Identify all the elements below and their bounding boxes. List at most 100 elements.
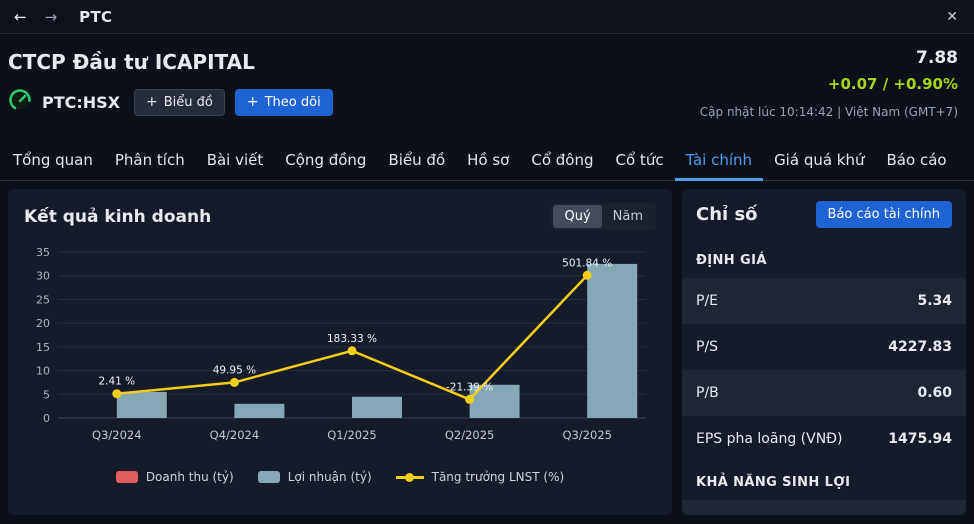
x-axis-label: Q3/2024 — [92, 428, 142, 442]
line-data-label: -21.39 % — [446, 381, 493, 393]
indicators-body: ĐỊNH GIÁ P/E 5.34 P/S 4227.83 P/B 0.60 EPS pha … — [682, 240, 966, 515]
section-dinh-gia: ĐỊNH GIÁ — [696, 252, 767, 268]
legend-swatch-icon — [115, 471, 138, 483]
legend-doanh-thu-ty[interactable]: Doanh thu (tỷ) — [115, 470, 234, 484]
x-axis-label: Q4/2024 — [210, 428, 260, 442]
tab-cong-dong[interactable]: Cộng đồng — [285, 151, 367, 169]
legend-label: Tăng trưởng LNST (%) — [431, 470, 565, 484]
tab-bieu-do[interactable]: Biểu đồ — [388, 151, 446, 169]
tab-bao-cao[interactable]: Báo cáo — [886, 151, 947, 169]
bar-loi-nhuan-ty — [234, 403, 285, 418]
x-axis-label: Q1/2025 — [327, 428, 377, 442]
indicator-row-clipped — [682, 500, 966, 515]
follow-button[interactable]: + Theo dõi — [234, 88, 333, 116]
line-marker — [582, 270, 592, 280]
section-kha-nang-sinh-loi: KHẢ NĂNG SINH LỢI — [696, 474, 851, 490]
x-axis-label: Q2/2025 — [445, 428, 495, 442]
line-data-label: 183.33 % — [327, 333, 377, 345]
financial-report-button[interactable]: Báo cáo tài chính — [815, 201, 952, 228]
indicator-row-p-e: P/E 5.34 — [682, 278, 966, 324]
follow-button-label: Theo dõi — [264, 94, 321, 110]
period-toggle: Quý Năm — [551, 203, 656, 230]
indicator-label: P/E — [696, 293, 719, 309]
back-icon[interactable]: ← — [14, 7, 27, 26]
line-data-label: 49.95 % — [213, 364, 256, 376]
chart-button[interactable]: + Biểu đồ — [134, 88, 225, 116]
svg-text:5: 5 — [43, 388, 50, 401]
svg-text:0: 0 — [43, 412, 50, 425]
line-data-label: 2.41 % — [98, 376, 135, 388]
toggle-quy[interactable]: Quý — [553, 205, 602, 228]
indicators-panel: Chỉ số Báo cáo tài chính ĐỊNH GIÁ P/E 5.34… — [682, 189, 966, 515]
indicators-head: Chỉ số Báo cáo tài chính — [682, 189, 966, 240]
tab-co-tuc[interactable]: Cổ tức — [615, 151, 664, 169]
tab-bai-viet[interactable]: Bài viết — [206, 151, 264, 169]
svg-text:30: 30 — [36, 270, 50, 283]
svg-text:15: 15 — [36, 341, 50, 354]
svg-text:25: 25 — [36, 293, 50, 306]
indicator-label: P/B — [696, 385, 719, 401]
bar-loi-nhuan-ty — [116, 391, 167, 418]
financial-report-button-label: Báo cáo tài chính — [827, 207, 940, 222]
tab-tong-quan[interactable]: Tổng quan — [13, 151, 93, 169]
x-axis-label: Q3/2025 — [562, 428, 612, 442]
stock-header: CTCP Đầu tư ICAPITAL PTC:HSX + Biểu đồ +… — [0, 34, 974, 143]
indicator-row-eps-pha-loang-vnd: EPS pha loãng (VNĐ) 1475.94 — [682, 416, 966, 462]
stock-header-left: CTCP Đầu tư ICAPITAL PTC:HSX + Biểu đồ +… — [8, 46, 333, 119]
tab-ho-so[interactable]: Hồ sơ — [467, 151, 510, 169]
tab-phan-tich[interactable]: Phân tích — [114, 151, 185, 169]
window-title: PTC — [79, 7, 113, 26]
indicator-label: EPS pha loãng (VNĐ) — [696, 431, 843, 447]
line-marker — [112, 389, 122, 399]
toggle-nam[interactable]: Năm — [602, 205, 654, 228]
close-icon[interactable]: ✕ — [946, 8, 958, 25]
results-title: Kết quả kinh doanh — [24, 206, 212, 227]
indicator-label: P/S — [696, 339, 719, 355]
indicator-row-p-b: P/B 0.60 — [682, 370, 966, 416]
svg-text:10: 10 — [36, 365, 50, 378]
business-results-card: Kết quả kinh doanh Quý Năm 0 5 10 15 20 25 30 35… — [8, 189, 672, 515]
indicators-title: Chỉ số — [696, 204, 758, 225]
tab-gia-qua-khu[interactable]: Giá quá khứ — [774, 151, 865, 169]
update-time: Cập nhật lúc 10:14:42 | Việt Nam (GMT+7) — [699, 105, 958, 119]
stock-header-right: 7.88 +0.07 / +0.90% Cập nhật lúc 10:14:4… — [700, 46, 958, 119]
indicator-row-p-s: P/S 4227.83 — [682, 324, 966, 370]
tab-co-dong[interactable]: Cổ đông — [531, 151, 594, 169]
ticker-symbol: PTC:HSX — [42, 92, 121, 112]
svg-text:35: 35 — [36, 246, 50, 259]
bar-loi-nhuan-ty — [587, 263, 638, 418]
tab-bar: Tổng quan Phân tích Bài viết Cộng đồng Biểu … — [0, 143, 974, 181]
bar-loi-nhuan-ty — [352, 396, 402, 418]
chart-area: 0 5 10 15 20 25 30 35 2.41 % 49.95 % 183.33 % -21.3… — [24, 242, 656, 458]
price-change: +0.07 / +0.90% — [827, 75, 958, 93]
indicator-value: 0.60 — [917, 385, 952, 401]
ticker-row: PTC:HSX + Biểu đồ + Theo dõi — [8, 88, 333, 116]
legend-loi-nhuan-ty[interactable]: Lợi nhuận (tỷ) — [257, 470, 372, 484]
svg-text:20: 20 — [36, 317, 50, 330]
stock-price: 7.88 — [916, 48, 958, 68]
line-data-label: 501.84 % — [562, 257, 612, 269]
legend-swatch-icon — [257, 471, 280, 483]
indicator-value: 5.34 — [917, 293, 952, 309]
indicator-value: 4227.83 — [888, 339, 952, 355]
line-marker — [347, 346, 357, 356]
main-content: Kết quả kinh doanh Quý Năm 0 5 10 15 20 25 30 35… — [0, 181, 974, 515]
plus-icon: + — [146, 94, 158, 110]
chart-legend: Doanh thu (tỷ) Lợi nhuận (tỷ) Tăng trưởng … — [24, 470, 656, 484]
chart-button-label: Biểu đồ — [163, 94, 213, 110]
line-marker — [465, 394, 475, 404]
legend-label: Doanh thu (tỷ) — [145, 470, 234, 484]
results-chart: 0 5 10 15 20 25 30 35 2.41 % 49.95 % 183.33 % -21.3… — [36, 246, 646, 442]
indicator-value: 1475.94 — [888, 431, 952, 447]
company-name: CTCP Đầu tư ICAPITAL — [8, 50, 255, 74]
results-card-head: Kết quả kinh doanh Quý Năm — [24, 203, 656, 230]
tab-tai-chinh[interactable]: Tài chính — [674, 143, 764, 181]
company-logo-icon — [8, 88, 32, 116]
legend-label: Lợi nhuận (tỷ) — [287, 470, 372, 484]
legend-tang-truong-lnst[interactable]: Tăng trưởng LNST (%) — [395, 470, 565, 484]
titlebar: ← → PTC ✕ — [0, 0, 974, 34]
line-marker — [229, 377, 239, 387]
legend-line-icon — [395, 471, 424, 483]
plus-icon: + — [246, 94, 259, 110]
forward-icon[interactable]: → — [44, 7, 58, 26]
